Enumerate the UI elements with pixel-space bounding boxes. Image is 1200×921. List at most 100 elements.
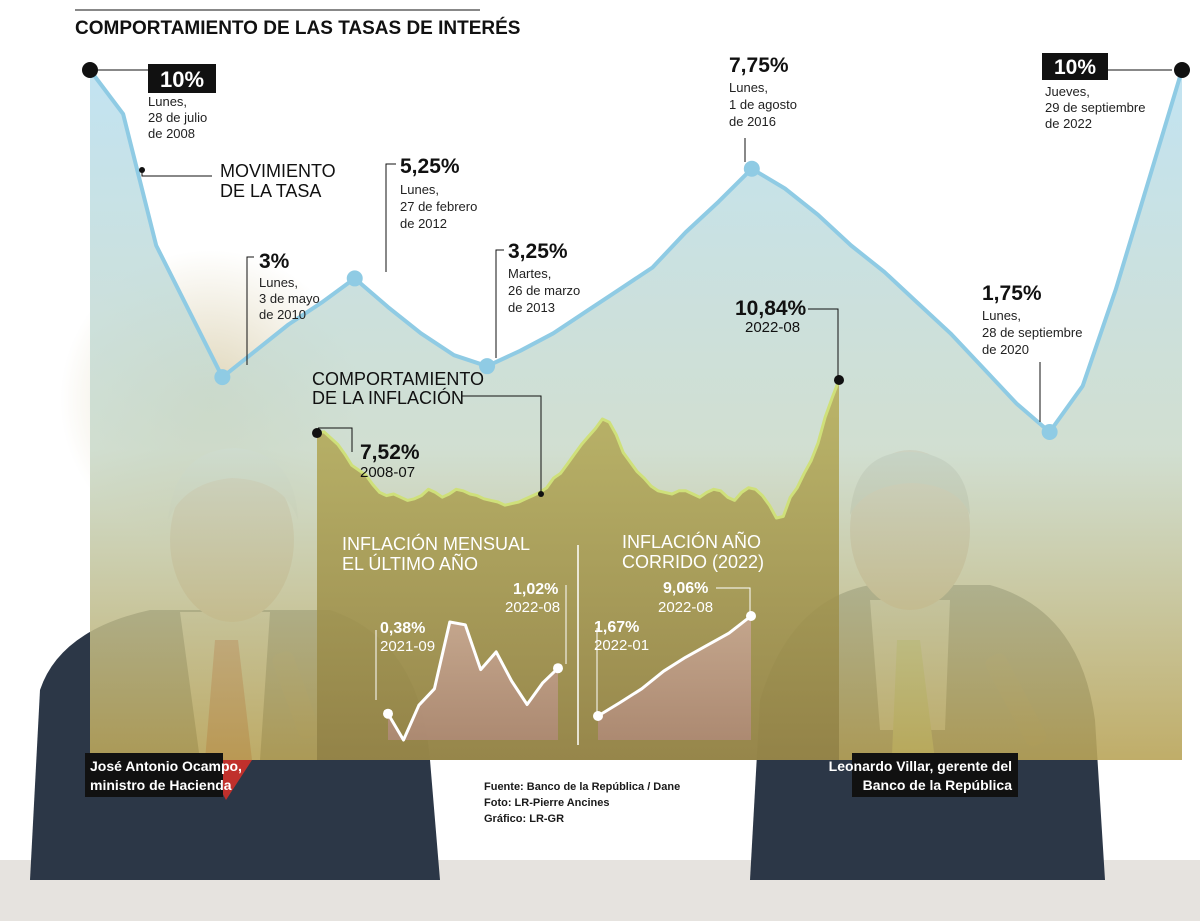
- rate-label-2012: 5,25% Lunes, 27 de febrero de 2012: [385, 155, 477, 272]
- right-caption-l2: Banco de la República: [863, 777, 1013, 793]
- credits: Fuente: Banco de la República / Dane Fot…: [484, 781, 680, 825]
- left-caption: José Antonio Ocampo, ministro de Haciend…: [85, 753, 242, 797]
- monthly-start-value: 0,38%: [380, 620, 425, 637]
- rate-date-2013-l1: Martes,: [508, 266, 551, 281]
- rate-point-29: [1041, 424, 1058, 440]
- rate-series-label-l2: DE LA TASA: [220, 181, 321, 201]
- monthly-inflation-area: [388, 622, 558, 740]
- rate-label-2008: 10% Lunes, 28 de julio de 2008: [92, 64, 216, 141]
- rate-series-leader: [141, 170, 212, 177]
- rate-label-2016: 7,75% Lunes, 1 de agosto de 2016: [729, 54, 797, 162]
- inflation-series-label-l2: DE LA INFLACIÓN: [312, 387, 464, 408]
- credit-photo: Foto: LR-Pierre Ancines: [484, 797, 610, 809]
- credit-graphic: Gráfico: LR-GR: [484, 813, 564, 825]
- inflation-points: [312, 375, 844, 439]
- rate-point-8: [346, 270, 363, 287]
- rate-date-2016-l3: de 2016: [729, 114, 776, 129]
- ytd-end-value: 9,06%: [663, 580, 708, 597]
- rate-label-2010: 3% Lunes, 3 de mayo de 2010: [246, 250, 320, 365]
- rate-date-2012-l2: 27 de febrero: [400, 199, 477, 214]
- inflation-series-label-l1: COMPORTAMIENTO: [312, 369, 484, 389]
- ytd-start-value: 1,67%: [594, 619, 639, 636]
- ytd-inflation-area: [598, 616, 751, 740]
- right-caption: Leonardo Villar, gerente del Banco de la…: [829, 753, 1018, 797]
- rate-date-2022-l3: de 2022: [1045, 116, 1092, 131]
- inflation-end-leader: [808, 308, 839, 378]
- rate-point-4: [214, 369, 231, 386]
- monthly-inflation-panel: INFLACIÓN MENSUAL EL ÚLTIMO AÑO 0,38% 20…: [342, 533, 567, 742]
- rate-label-2022: 10% Jueves, 29 de septiembre de 2022: [1042, 53, 1172, 131]
- inflation-series-marker: [538, 491, 544, 497]
- rate-point-0: [82, 62, 98, 78]
- monthly-inflation-points: [383, 663, 563, 719]
- rate-leader-2013: [495, 249, 504, 358]
- monthly-inflation-title-l2: EL ÚLTIMO AÑO: [342, 553, 478, 574]
- ytd-end-date: 2022-08: [658, 599, 713, 616]
- rate-line: [88, 68, 1184, 434]
- rate-date-2010-l3: de 2010: [259, 307, 306, 322]
- inflation-point-0: [312, 428, 322, 439]
- rate-series-marker: [139, 167, 145, 173]
- ytd-end-leader: [716, 587, 751, 612]
- rate-date-2008-l3: de 2008: [148, 126, 195, 141]
- monthly-inflation-line: [386, 620, 560, 742]
- right-caption-l1: Leonardo Villar, gerente del: [829, 758, 1012, 774]
- rate-date-2020-l1: Lunes,: [982, 308, 1021, 323]
- rate-value-2020: 1,75%: [982, 282, 1042, 305]
- ytd-inflation-line: [597, 614, 752, 718]
- rate-date-2022-l1: Jueves,: [1045, 84, 1090, 99]
- rate-value-2012: 5,25%: [400, 155, 460, 178]
- inflation-start-value: 7,52%: [360, 441, 420, 464]
- rate-value-2016: 7,75%: [729, 54, 789, 77]
- right-caption-box: [852, 753, 1018, 797]
- monthly-end-date: 2022-08: [505, 599, 560, 616]
- monthly-start-date: 2021-09: [380, 638, 435, 655]
- left-caption-l2: ministro de Hacienda: [90, 777, 232, 793]
- rate-date-2020-l2: 28 de septiembre: [982, 325, 1082, 340]
- inflation-end-value: 10,84%: [735, 297, 807, 320]
- rate-date-2012-l1: Lunes,: [400, 182, 439, 197]
- rate-date-2013-l2: 26 de marzo: [508, 283, 580, 298]
- page-title: COMPORTAMIENTO DE LAS TASAS DE INTERÉS: [75, 17, 520, 39]
- ytd-inflation-title-l1: INFLACIÓN AÑO: [622, 531, 761, 552]
- inflation-start-label: 7,52% 2008-07: [318, 427, 420, 481]
- inflation-line: [316, 379, 841, 520]
- rate-point-12: [479, 358, 496, 375]
- ytd-start-date: 2022-01: [594, 637, 649, 654]
- rate-series-label-l1: MOVIMIENTO: [220, 161, 336, 181]
- rate-label-2020: 1,75% Lunes, 28 de septiembre de 2020: [982, 282, 1082, 422]
- rate-date-2010-l1: Lunes,: [259, 275, 298, 290]
- credit-source: Fuente: Banco de la República / Dane: [484, 781, 680, 793]
- inflation-series-label: COMPORTAMIENTO DE LA INFLACIÓN: [312, 369, 544, 497]
- rate-value-2022: 10%: [1054, 56, 1096, 79]
- rate-date-2022-l2: 29 de septiembre: [1045, 100, 1145, 115]
- rate-date-2020-l3: de 2020: [982, 342, 1029, 357]
- rate-value-2010: 3%: [259, 250, 290, 273]
- rate-value-box-2008: [148, 64, 216, 93]
- rate-point-20: [743, 160, 760, 177]
- rate-date-2013-l3: de 2013: [508, 300, 555, 315]
- rate-value-2008: 10%: [160, 67, 204, 92]
- rate-date-2016-l1: Lunes,: [729, 80, 768, 95]
- inflation-start-leader: [318, 427, 353, 452]
- rate-date-2016-l2: 1 de agosto: [729, 97, 797, 112]
- inflation-end-label: 10,84% 2022-08: [735, 297, 839, 378]
- inflation-start-date: 2008-07: [360, 464, 415, 481]
- rate-value-box-2022: [1042, 53, 1108, 80]
- rate-label-2013: 3,25% Martes, 26 de marzo de 2013: [495, 240, 580, 358]
- ytd-point-0: [593, 711, 603, 721]
- rate-date-2008-l1: Lunes,: [148, 94, 187, 109]
- rate-point-33: [1174, 62, 1190, 78]
- inflation-end-date: 2022-08: [745, 319, 800, 336]
- rate-date-2010-l2: 3 de mayo: [259, 291, 320, 306]
- rate-date-2012-l3: de 2012: [400, 216, 447, 231]
- left-caption-l1: José Antonio Ocampo,: [90, 758, 242, 774]
- monthly-point-11: [553, 663, 563, 674]
- rate-value-2013: 3,25%: [508, 240, 568, 263]
- ytd-inflation-points: [593, 611, 756, 721]
- rate-date-2008-l2: 28 de julio: [148, 110, 207, 125]
- rate-points: [82, 62, 1190, 440]
- monthly-inflation-title-l1: INFLACIÓN MENSUAL: [342, 533, 530, 554]
- rate-leader-2012: [385, 163, 396, 272]
